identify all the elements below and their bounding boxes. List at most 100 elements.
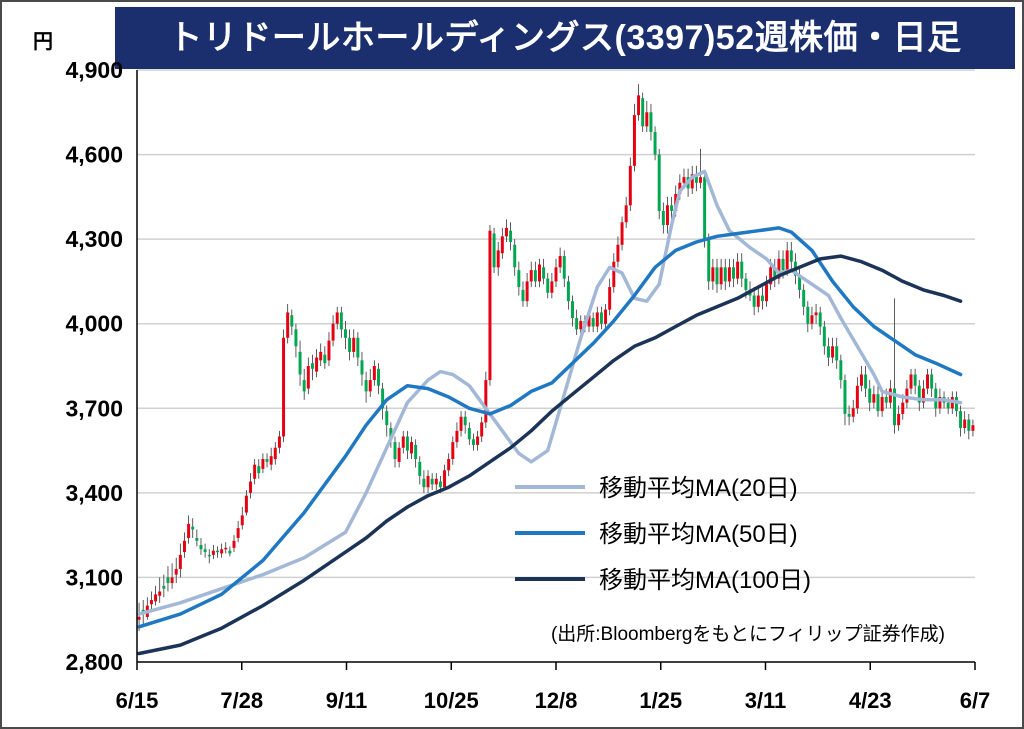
- candle-body: [864, 374, 868, 389]
- candle-body: [525, 281, 529, 302]
- candle-body: [282, 337, 286, 437]
- candle-body: [158, 591, 162, 596]
- candle-body: [451, 442, 455, 460]
- candle-body: [546, 278, 550, 293]
- candle-body: [529, 270, 533, 282]
- candle-body: [888, 388, 892, 403]
- candle-body: [509, 230, 513, 242]
- candle-body: [859, 374, 863, 386]
- candle-body: [670, 205, 674, 211]
- candle-body: [628, 165, 632, 206]
- candle-body: [178, 554, 182, 569]
- candle-body: [963, 419, 967, 429]
- candle-body: [554, 267, 558, 282]
- candle-body: [174, 568, 178, 575]
- candlestick-series: [137, 84, 975, 631]
- candle-body: [971, 425, 975, 431]
- candle-body: [315, 357, 319, 372]
- candle-body: [566, 281, 570, 302]
- x-tick-label: 10/25: [424, 688, 479, 713]
- candle-body: [550, 281, 554, 293]
- candle-body: [166, 577, 170, 584]
- candle-body: [897, 413, 901, 426]
- candle-body: [632, 115, 636, 166]
- candle-body: [240, 515, 244, 526]
- candle-body: [678, 182, 682, 195]
- x-tick-label: 3/11: [745, 688, 787, 713]
- candle-body: [835, 346, 839, 361]
- series-line-ma50: [137, 226, 963, 629]
- candle-body: [595, 312, 599, 327]
- candle-body: [195, 537, 199, 541]
- candle-body: [612, 261, 616, 288]
- candle-body: [393, 442, 397, 460]
- candle-body: [232, 540, 236, 548]
- candle-body: [220, 549, 224, 554]
- candle-body: [538, 264, 541, 282]
- candle-body: [327, 340, 331, 361]
- candle-body: [249, 481, 253, 493]
- candle-body: [356, 337, 360, 358]
- candle-body: [893, 388, 896, 426]
- legend-label-ma20: 移動平均MA(20日): [599, 475, 798, 502]
- candle-body: [938, 397, 942, 409]
- candle-body: [368, 380, 372, 392]
- candle-body: [211, 550, 215, 555]
- candle-body: [698, 177, 702, 183]
- candle-body: [665, 205, 669, 226]
- candle-body: [719, 267, 723, 285]
- candle-body: [286, 312, 290, 338]
- source-note: (出所:Bloombergをもとにフィリップ証券作成): [551, 623, 945, 645]
- series-line-ma100: [137, 254, 963, 656]
- candle-body: [455, 430, 459, 443]
- candle-body: [868, 388, 872, 403]
- candle-body: [290, 315, 294, 327]
- candle-body: [740, 261, 744, 279]
- candle-body: [736, 261, 740, 279]
- candle-body: [843, 380, 847, 414]
- candle-body: [467, 428, 471, 440]
- candle-body: [191, 526, 195, 530]
- y-axis-unit-label: 円: [33, 31, 53, 53]
- candle-body: [418, 461, 422, 476]
- candle-body: [484, 380, 488, 423]
- candle-body: [839, 360, 843, 381]
- candle-body: [533, 270, 537, 282]
- candle-body: [715, 267, 719, 285]
- candle-body: [224, 547, 228, 550]
- series-line-ma20: [137, 169, 963, 616]
- candle-body: [760, 295, 764, 302]
- candle-body: [187, 523, 191, 538]
- candle-body: [542, 267, 546, 279]
- candle-body: [385, 411, 389, 426]
- candle-body: [604, 309, 608, 324]
- x-tick-label: 9/11: [326, 688, 368, 713]
- candle-body: [265, 459, 269, 462]
- candle-body: [319, 351, 323, 361]
- x-tick-label: 4/23: [849, 688, 892, 713]
- candle-body: [645, 112, 649, 127]
- title-bar: トリドールホールディングス(3397)52週株価・日足: [115, 7, 1015, 69]
- candle-body: [707, 239, 711, 282]
- candle-body: [954, 397, 958, 412]
- candle-body: [798, 275, 802, 290]
- candle-body: [649, 112, 653, 133]
- candle-body: [571, 301, 574, 319]
- x-tick-label: 6/7: [960, 688, 991, 713]
- candle-body: [905, 388, 909, 403]
- candle-body: [422, 478, 426, 488]
- candle-body: [806, 306, 810, 324]
- y-tick-label: 3,700: [65, 395, 123, 421]
- candle-body: [471, 439, 475, 445]
- y-tick-label: 4,600: [65, 142, 123, 168]
- candle-body: [723, 267, 727, 282]
- candle-body: [913, 374, 917, 386]
- candle-body: [492, 233, 496, 268]
- candle-body: [331, 323, 335, 341]
- candle-body: [769, 267, 773, 285]
- candle-body: [599, 312, 603, 324]
- candle-body: [620, 222, 624, 245]
- candle-body: [711, 267, 715, 282]
- candle-body: [244, 495, 248, 513]
- candle-body: [480, 422, 484, 437]
